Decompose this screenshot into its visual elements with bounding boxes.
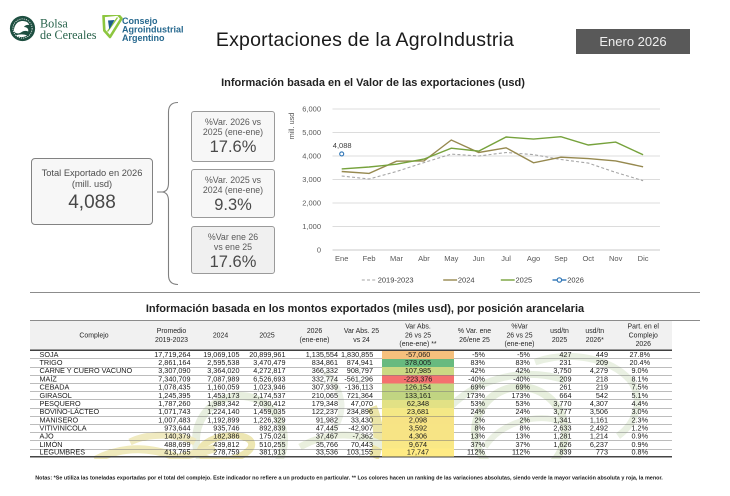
svg-text:Mar: Mar [390, 254, 403, 263]
svg-text:0: 0 [317, 246, 321, 255]
svg-text:2019-2023: 2019-2023 [378, 276, 414, 285]
svg-text:Argentino: Argentino [122, 33, 165, 43]
svg-text:Abr: Abr [418, 254, 430, 263]
svg-text:Ene: Ene [335, 254, 348, 263]
svg-text:3,000: 3,000 [302, 175, 321, 184]
svg-text:Jul: Jul [501, 254, 511, 263]
svg-text:Ago: Ago [527, 254, 540, 263]
svg-text:de Cereales: de Cereales [40, 28, 97, 42]
svg-text:mill. usd: mill. usd [287, 113, 296, 140]
svg-text:Feb: Feb [363, 254, 376, 263]
svg-text:Nov: Nov [609, 254, 623, 263]
svg-text:Dic: Dic [638, 254, 649, 263]
svg-text:Consejo: Consejo [122, 16, 158, 26]
svg-text:Agroindustrial: Agroindustrial [122, 25, 184, 35]
svg-text:1,000: 1,000 [302, 222, 321, 231]
svg-text:2024: 2024 [458, 276, 475, 285]
svg-text:2025: 2025 [516, 276, 533, 285]
svg-text:Jun: Jun [473, 254, 485, 263]
svg-text:5,000: 5,000 [302, 128, 321, 137]
svg-text:Oct: Oct [582, 254, 595, 263]
svg-text:Sep: Sep [554, 254, 567, 263]
svg-text:4,088: 4,088 [333, 141, 352, 150]
svg-text:6,000: 6,000 [302, 105, 321, 114]
svg-text:Bolsa: Bolsa [40, 16, 68, 30]
svg-text:4,000: 4,000 [302, 152, 321, 161]
svg-text:May: May [444, 254, 458, 263]
svg-text:2026: 2026 [567, 276, 584, 285]
svg-text:2,000: 2,000 [302, 199, 321, 208]
